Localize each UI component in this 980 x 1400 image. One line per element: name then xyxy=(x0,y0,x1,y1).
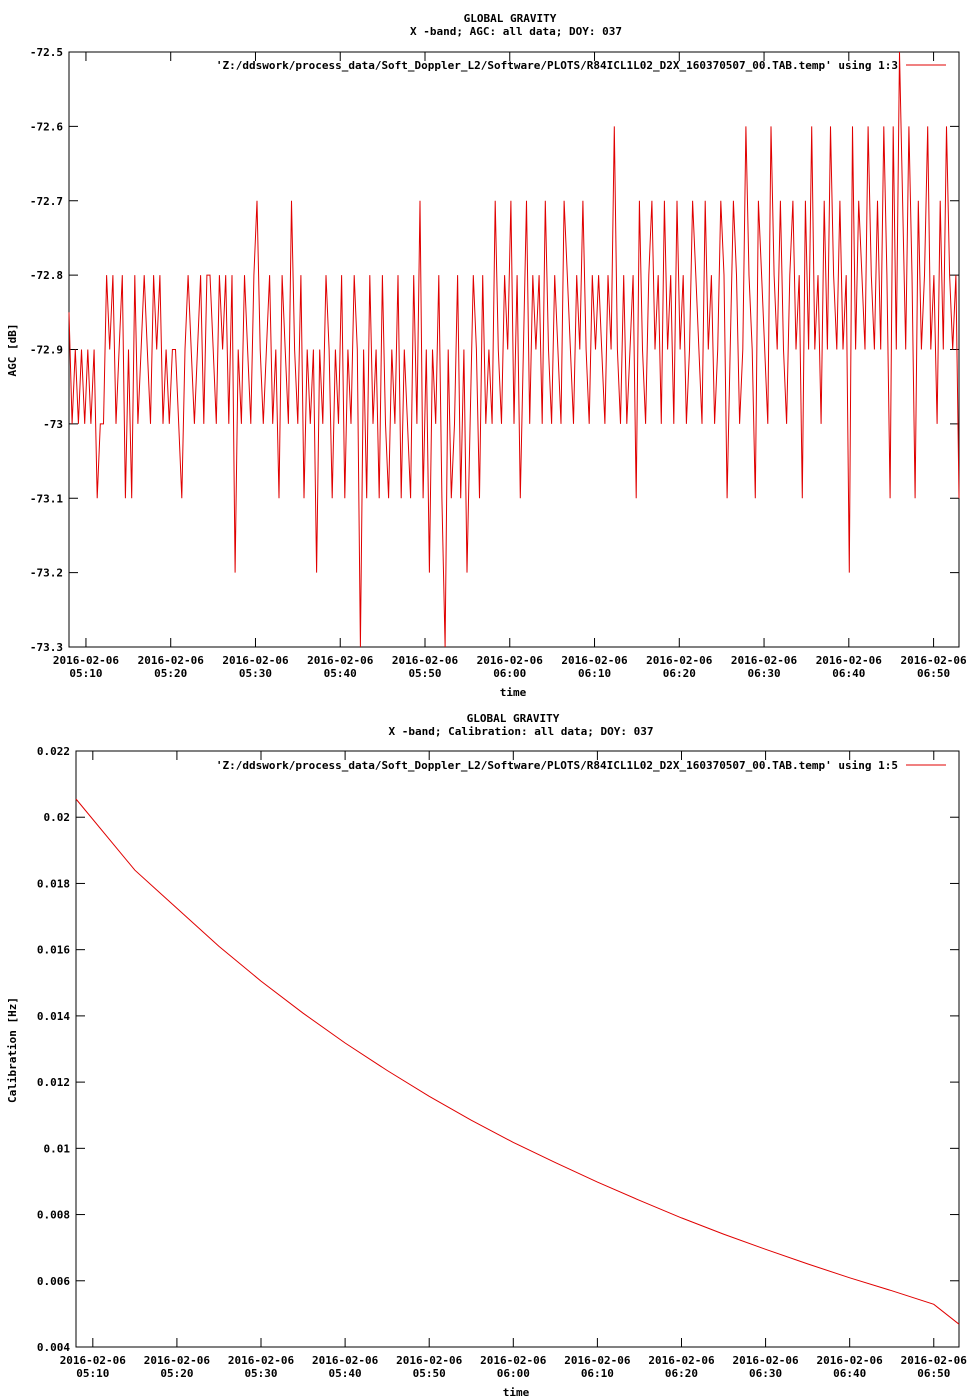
calibration-chart-title: GLOBAL GRAVITY xyxy=(467,712,560,725)
calibration-plot-frame xyxy=(75,750,960,1348)
calibration-y-tick-label: 0.01 xyxy=(44,1142,71,1155)
calibration-x-tick-date: 2016-02-06 xyxy=(396,1354,463,1367)
agc-y-tick-label: -72.8 xyxy=(30,269,63,282)
agc-x-tick-date: 2016-02-06 xyxy=(646,654,713,667)
agc-x-tick-time: 05:30 xyxy=(239,667,272,680)
agc-y-tick-label: -73.2 xyxy=(30,567,63,580)
calibration-x-tick-time: 06:40 xyxy=(833,1367,866,1380)
calibration-y-tick-label: 0.018 xyxy=(37,877,70,890)
calibration-chart-subtitle: X -band; Calibration: all data; DOY: 037 xyxy=(389,725,654,738)
agc-x-tick-time: 06:50 xyxy=(917,667,950,680)
agc-y-axis-label: AGC [dB] xyxy=(6,324,19,377)
calibration-y-tick-label: 0.006 xyxy=(37,1275,70,1288)
agc-x-axis-label: time xyxy=(500,686,527,699)
calibration-x-tick-time: 05:40 xyxy=(329,1367,362,1380)
calibration-x-tick-date: 2016-02-06 xyxy=(228,1354,295,1367)
calibration-x-tick-date: 2016-02-06 xyxy=(144,1354,211,1367)
agc-y-tick-label: -73.1 xyxy=(30,492,63,505)
calibration-x-tick-date: 2016-02-06 xyxy=(648,1354,715,1367)
calibration-x-axis-label: time xyxy=(503,1386,530,1399)
calibration-series-line xyxy=(75,798,960,1325)
agc-x-tick-time: 06:10 xyxy=(578,667,611,680)
calibration-y-tick-label: 0.016 xyxy=(37,944,70,957)
agc-x-tick-time: 05:40 xyxy=(324,667,357,680)
agc-x-tick-time: 06:20 xyxy=(663,667,696,680)
calibration-y-tick-label: 0.012 xyxy=(37,1076,70,1089)
calibration-y-tick-label: 0.014 xyxy=(37,1010,70,1023)
calibration-x-tick-time: 05:30 xyxy=(244,1367,277,1380)
calibration-y-tick-label: 0.008 xyxy=(37,1209,70,1222)
calibration-y-axis: 0.022 0.02 0.018 0.016 0.014 0.012 0.01 0.008 0.… xyxy=(37,745,959,1354)
agc-y-tick-label: -73.3 xyxy=(30,641,63,654)
agc-y-tick-label: -72.5 xyxy=(30,46,63,59)
calibration-x-tick-time: 06:20 xyxy=(665,1367,698,1380)
agc-x-tick-time: 06:30 xyxy=(747,667,780,680)
agc-x-tick-date: 2016-02-06 xyxy=(477,654,544,667)
agc-x-tick-time: 06:00 xyxy=(493,667,526,680)
calibration-x-axis: 2016-02-0605:102016-02-0605:202016-02-06… xyxy=(60,751,968,1380)
calibration-y-tick-label: 0.022 xyxy=(37,745,70,758)
calibration-x-tick-date: 2016-02-06 xyxy=(312,1354,379,1367)
calibration-x-tick-time: 06:10 xyxy=(581,1367,614,1380)
calibration-y-tick-label: 0.004 xyxy=(37,1341,70,1354)
agc-chart: GLOBAL GRAVITY X -band; AGC: all data; D… xyxy=(6,12,967,699)
calibration-legend-label: 'Z:/ddswork/process_data/Soft_Doppler_L2… xyxy=(216,759,898,772)
calibration-x-tick-time: 06:00 xyxy=(497,1367,530,1380)
agc-x-tick-time: 06:40 xyxy=(832,667,865,680)
agc-chart-title: GLOBAL GRAVITY xyxy=(464,12,557,25)
agc-y-tick-label: -72.7 xyxy=(30,195,63,208)
agc-series-line xyxy=(68,51,960,648)
agc-x-tick-date: 2016-02-06 xyxy=(561,654,628,667)
agc-x-tick-date: 2016-02-06 xyxy=(900,654,967,667)
agc-x-tick-time: 05:50 xyxy=(408,667,441,680)
agc-legend-label: 'Z:/ddswork/process_data/Soft_Doppler_L2… xyxy=(216,59,898,72)
agc-x-tick-time: 05:20 xyxy=(154,667,187,680)
calibration-x-tick-time: 06:30 xyxy=(749,1367,782,1380)
calibration-y-tick-label: 0.02 xyxy=(44,811,71,824)
calibration-x-tick-date: 2016-02-06 xyxy=(901,1354,968,1367)
agc-x-tick-time: 05:10 xyxy=(69,667,102,680)
agc-y-tick-label: -73 xyxy=(43,418,63,431)
agc-x-tick-date: 2016-02-06 xyxy=(392,654,459,667)
calibration-x-tick-date: 2016-02-06 xyxy=(817,1354,884,1367)
calibration-x-tick-date: 2016-02-06 xyxy=(60,1354,127,1367)
agc-y-tick-label: -72.9 xyxy=(30,344,63,357)
agc-x-tick-date: 2016-02-06 xyxy=(222,654,289,667)
calibration-x-tick-time: 05:50 xyxy=(413,1367,446,1380)
calibration-x-tick-time: 06:50 xyxy=(917,1367,950,1380)
calibration-chart: GLOBAL GRAVITY X -band; Calibration: all… xyxy=(6,712,967,1399)
agc-x-tick-date: 2016-02-06 xyxy=(731,654,798,667)
agc-x-tick-date: 2016-02-06 xyxy=(816,654,883,667)
calibration-x-tick-time: 05:10 xyxy=(76,1367,109,1380)
calibration-x-tick-time: 05:20 xyxy=(160,1367,193,1380)
agc-y-tick-label: -72.6 xyxy=(30,120,63,133)
agc-x-axis: 2016-02-0605:102016-02-0605:202016-02-06… xyxy=(53,52,967,680)
agc-x-tick-date: 2016-02-06 xyxy=(53,654,120,667)
agc-x-tick-date: 2016-02-06 xyxy=(138,654,205,667)
agc-y-axis: -72.5 -72.6 -72.7 -72.8 -72.9 -73 -73.1 -73.2 -7… xyxy=(30,46,959,654)
calibration-y-axis-label: Calibration [Hz] xyxy=(6,997,19,1103)
calibration-x-tick-date: 2016-02-06 xyxy=(564,1354,631,1367)
calibration-x-tick-date: 2016-02-06 xyxy=(732,1354,799,1367)
calibration-x-tick-date: 2016-02-06 xyxy=(480,1354,547,1367)
agc-x-tick-date: 2016-02-06 xyxy=(307,654,374,667)
agc-chart-subtitle: X -band; AGC: all data; DOY: 037 xyxy=(410,25,622,38)
